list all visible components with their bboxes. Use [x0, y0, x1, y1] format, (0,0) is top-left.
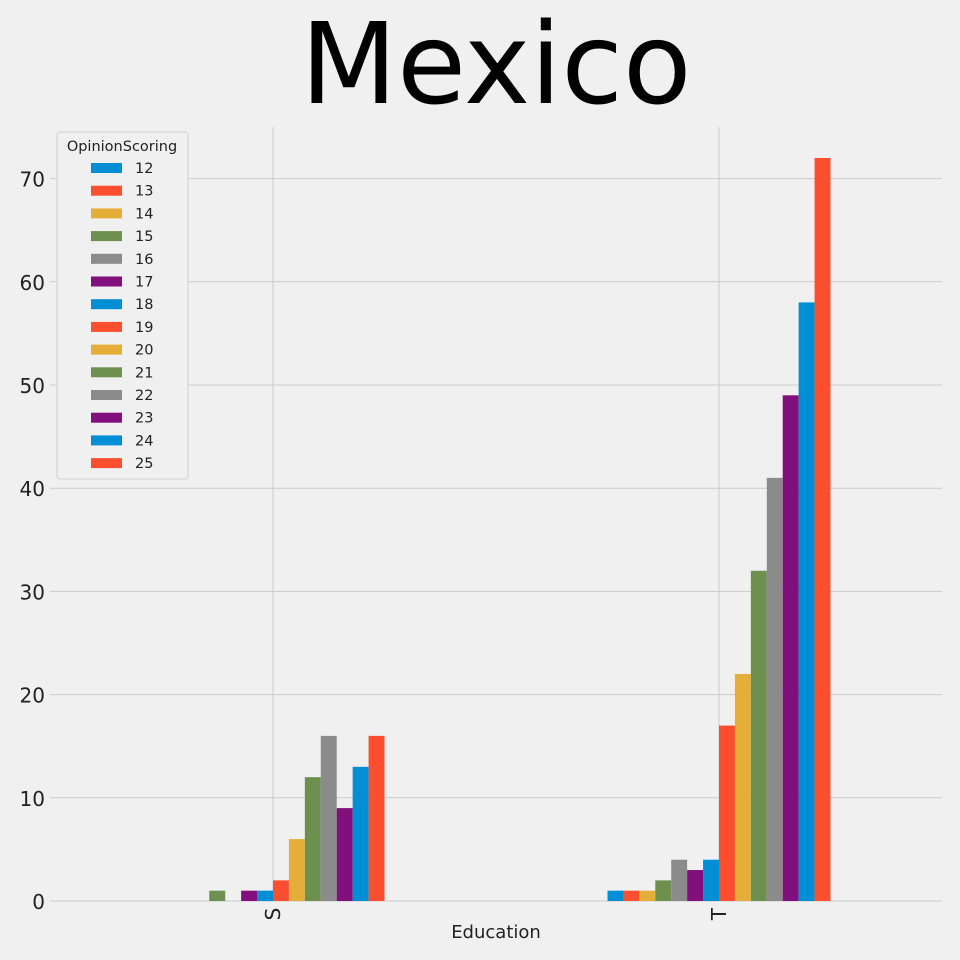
bar-17-T: [687, 870, 704, 901]
bars: [209, 157, 831, 901]
legend-label: 14: [135, 206, 153, 222]
bar-23-T: [782, 395, 799, 901]
bar-18-S: [257, 890, 273, 901]
bar-23-S: [336, 808, 353, 901]
x-axis-label: Education: [451, 922, 541, 943]
y-tick-label: 40: [20, 477, 45, 501]
legend-swatch: [91, 253, 122, 264]
legend: OpinionScoring 12 13 14 15 16 17 18 19 20 21 22 23 2…: [56, 131, 189, 480]
bar-25-S: [368, 735, 385, 901]
legend-label: 18: [135, 297, 153, 313]
legend-swatch: [91, 163, 122, 173]
bar-21-S: [304, 777, 321, 901]
legend-swatch: [91, 208, 122, 219]
bar-25-T: [814, 157, 831, 901]
legend-label: 22: [135, 388, 153, 404]
y-tick-labels: 0 10 20 30 40 50 60 70: [20, 168, 45, 914]
legend-label: 15: [135, 229, 153, 245]
legend-label: 25: [135, 456, 153, 472]
y-tick-label: 0: [32, 890, 45, 914]
y-tick-label: 50: [20, 374, 45, 398]
y-tick-label: 20: [20, 684, 45, 708]
legend-swatch: [91, 231, 122, 242]
legend-swatch: [91, 367, 122, 378]
bar-21-T: [750, 570, 767, 901]
legend-label: 20: [135, 343, 153, 359]
bar-16-T: [671, 859, 688, 901]
x-tick-label: S: [261, 908, 285, 921]
bar-12-T: [607, 890, 624, 901]
legend-label: 16: [135, 252, 153, 268]
bar-22-S: [320, 735, 337, 901]
y-tick-label: 60: [20, 271, 45, 295]
y-tick-label: 10: [20, 787, 45, 811]
legend-swatch: [91, 458, 122, 469]
bar-24-T: [798, 302, 815, 901]
legend-label: 12: [135, 161, 153, 177]
y-tick-label: 70: [20, 168, 45, 192]
legend-swatch: [91, 390, 122, 400]
x-tick-label: T: [707, 907, 731, 921]
legend-swatch: [91, 276, 122, 287]
bar-19-S: [273, 880, 289, 901]
legend-swatch: [91, 185, 122, 196]
legend-swatch: [91, 344, 122, 355]
legend-swatch: [91, 412, 122, 423]
legend-label: 23: [135, 411, 153, 427]
bar-18-T: [703, 859, 719, 901]
bar-19-T: [719, 725, 735, 901]
y-tick-label: 30: [20, 580, 45, 604]
legend-label: 21: [135, 365, 153, 381]
legend-label: 24: [135, 433, 153, 449]
legend-swatch: [91, 299, 122, 310]
legend-title: OpinionScoring: [67, 139, 177, 155]
legend-label: 19: [135, 320, 153, 336]
bar-24-S: [352, 766, 369, 901]
legend-label: 17: [135, 275, 153, 291]
bar-22-T: [766, 477, 783, 901]
legend-swatch: [91, 435, 122, 446]
legend-swatch: [91, 321, 122, 332]
bar-17-S: [241, 890, 258, 901]
bar-15-S: [209, 890, 226, 901]
bar-14-T: [639, 890, 656, 901]
bar-15-T: [655, 880, 672, 901]
bar-13-T: [623, 890, 640, 901]
legend-frame: [56, 131, 189, 480]
legend-entries: 12 13 14 15 16 17 18 19 20 21 22 23 24 25: [91, 161, 153, 472]
legend-label: 13: [135, 184, 153, 200]
bar-20-S: [288, 839, 305, 901]
bar-20-T: [734, 673, 751, 901]
chart-title: Mexico: [300, 0, 691, 130]
